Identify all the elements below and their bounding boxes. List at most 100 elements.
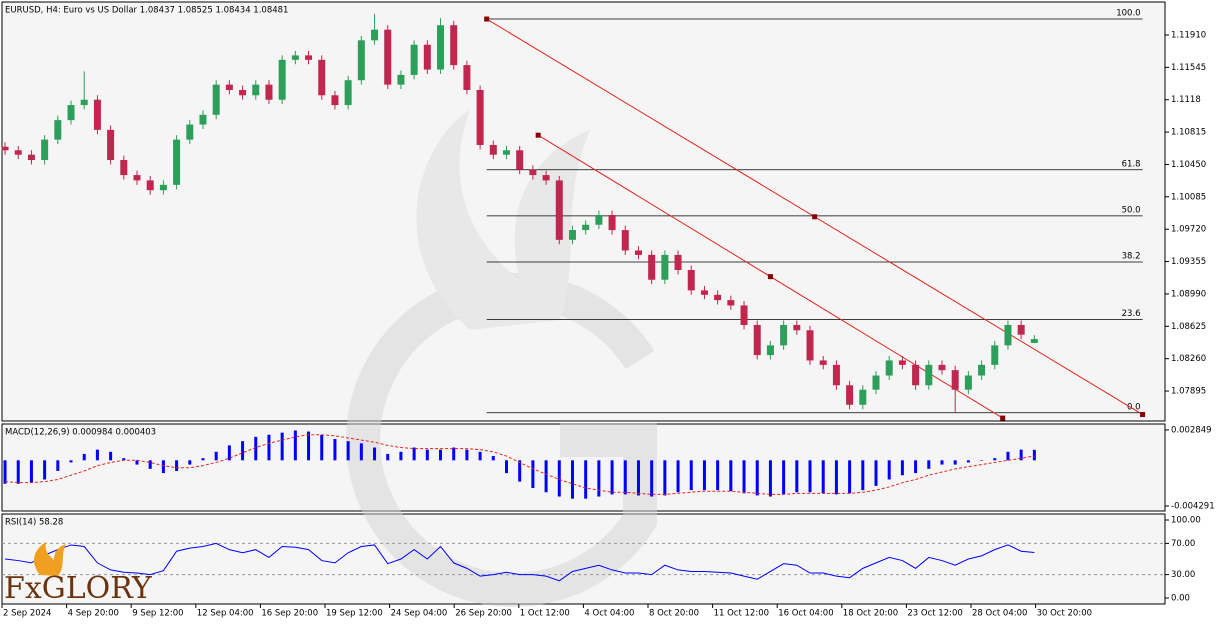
fib-label: 23.6 (1122, 309, 1141, 319)
macd-bar (848, 460, 852, 494)
candle-body (753, 324, 761, 356)
macd-bar (966, 460, 970, 463)
candle-body (344, 80, 352, 106)
macd-bar (1032, 449, 1036, 461)
x-tick-label: 8 Oct 20:00 (649, 609, 699, 619)
candle-body (318, 59, 326, 96)
macd-bar (16, 460, 20, 484)
candle-body (832, 364, 840, 386)
trendline-anchor (1000, 415, 1006, 421)
macd-bar (333, 439, 337, 461)
macd-bar (953, 460, 957, 465)
macd-bar (702, 460, 706, 491)
candle-body (740, 305, 748, 325)
x-tick-label: 16 Oct 04:00 (778, 609, 833, 619)
macd-bar (3, 460, 7, 484)
candle-body (437, 25, 445, 70)
macd-bar (636, 460, 640, 496)
candle-body (159, 184, 167, 191)
candle-body (54, 120, 62, 140)
macd-bar (399, 451, 403, 461)
x-tick-label: 16 Sep 20:00 (261, 609, 318, 619)
macd-bar (716, 460, 720, 491)
x-tick-label: 30 Oct 20:00 (1037, 609, 1092, 619)
y-tick-label: 100.00 (1171, 516, 1201, 526)
candle-body (291, 55, 299, 60)
candle-body (173, 139, 181, 185)
candle-body (107, 129, 115, 161)
y-tick-label: 1.09720 (1171, 225, 1206, 235)
candle-body (133, 175, 141, 181)
trendline-anchor (1140, 412, 1146, 418)
candle-body (67, 105, 75, 121)
candle-body (634, 250, 642, 255)
candle-body (476, 89, 484, 145)
macd-bar (1019, 449, 1023, 461)
macd-bar (887, 460, 891, 480)
macd-bar (201, 458, 205, 461)
trendline-anchor (484, 16, 490, 22)
macd-bar (663, 460, 667, 496)
signal-line (4, 434, 1035, 495)
chart-title: EURUSD, H4: Euro vs US Dollar 1.08437 1.… (5, 6, 288, 16)
macd-bar (861, 460, 865, 491)
y-tick-label: 70.00 (1171, 539, 1195, 549)
y-tick-label: 0.002849 (1171, 425, 1212, 435)
macd-bar (808, 460, 812, 493)
x-tick-label: 12 Sep 04:00 (197, 609, 254, 619)
y-tick-label: 1.10450 (1171, 160, 1206, 170)
macd-bar (1006, 451, 1010, 461)
candle-body (806, 330, 814, 361)
x-tick-label: 18 Oct 20:00 (843, 609, 898, 619)
candle-body (964, 375, 972, 390)
candle-body (516, 150, 524, 170)
macd-bar (768, 460, 772, 497)
x-tick-label: 24 Sep 04:00 (391, 609, 448, 619)
x-tick-label: 9 Sep 12:00 (132, 609, 183, 619)
x-tick-label: 28 Oct 04:00 (972, 609, 1027, 619)
candle-body (885, 360, 893, 376)
candle-body (384, 29, 392, 85)
macd-bar (900, 460, 904, 476)
rsi-line (4, 542, 1035, 582)
macd-bar (122, 458, 126, 461)
x-tick-label: 1 Oct 12:00 (520, 609, 570, 619)
macd-bar (491, 456, 495, 461)
y-tick-label: 1.08625 (1171, 322, 1206, 332)
candle-body (978, 364, 986, 376)
candle-body (793, 324, 801, 331)
candle-body (80, 99, 88, 106)
fib-label: 38.2 (1122, 252, 1141, 262)
candle-body (120, 160, 128, 176)
watermark (346, 110, 657, 607)
y-tick-label: 1.08260 (1171, 354, 1206, 364)
candle-body (621, 230, 629, 251)
candle-body (1, 146, 9, 151)
candle-body (674, 254, 682, 270)
candle-body (265, 84, 273, 100)
macd-bar (504, 460, 508, 474)
y-tick-label: 1.11545 (1171, 63, 1206, 73)
macd-bar (465, 449, 469, 461)
y-tick-label: 30.00 (1171, 570, 1195, 580)
macd-bar (927, 460, 931, 469)
candle-body (529, 169, 537, 176)
candle-body (278, 59, 286, 100)
candle-body (305, 55, 313, 60)
macd-bar (188, 460, 192, 465)
watermark-flame (416, 110, 590, 330)
x-tick-label: 4 Sep 20:00 (68, 609, 119, 619)
x-tick-label: 19 Sep 12:00 (326, 609, 383, 619)
candle-body (648, 254, 656, 280)
macd-bar (241, 441, 245, 461)
macd-bar (940, 460, 944, 465)
macd-title: MACD(12,26,9) 0.000984 0.000403 (5, 428, 156, 438)
candle-body (991, 345, 999, 365)
macd-bar (518, 460, 522, 482)
candle-body (146, 180, 154, 191)
macd-bar (689, 460, 693, 491)
candle-body (819, 360, 827, 365)
y-tick-label: 1.10815 (1171, 128, 1206, 138)
candle-body (186, 124, 194, 140)
